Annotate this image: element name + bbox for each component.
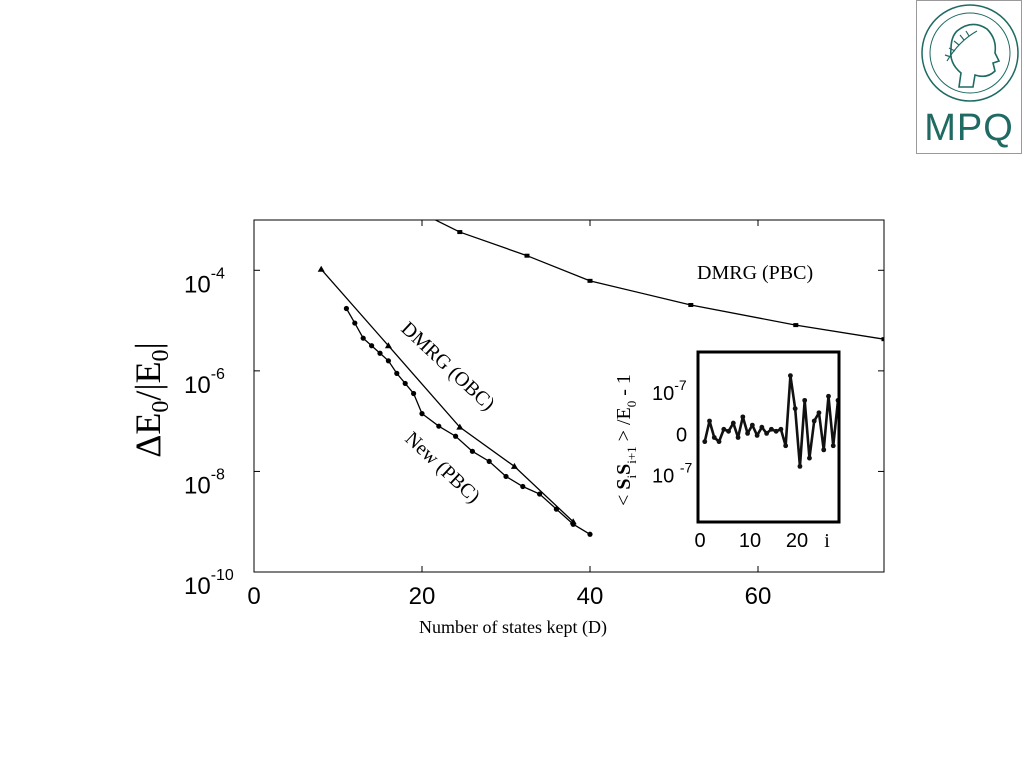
inset-data-point xyxy=(730,420,736,426)
main-series xyxy=(317,215,884,537)
inset-data-point xyxy=(826,393,831,399)
data-point xyxy=(377,350,383,356)
inset-y-ticks: 10-7 0 10 -7 xyxy=(652,377,692,488)
inset-data-point xyxy=(726,428,731,434)
series-label-dmrg-pbc: DMRG (PBC) xyxy=(697,262,813,284)
y-tick-label: 10-4 xyxy=(184,265,225,298)
main-x-ticks: 0 20 40 60 xyxy=(247,220,771,610)
inset-frame xyxy=(696,350,841,524)
inset-background xyxy=(697,352,839,522)
mpq-logo-emblem-icon xyxy=(921,4,1019,102)
data-point xyxy=(411,390,417,397)
data-point xyxy=(436,423,442,429)
inset-data-point xyxy=(778,426,784,432)
inset-data-point xyxy=(745,430,750,436)
data-point xyxy=(503,473,509,480)
data-point xyxy=(881,337,884,342)
x-tick-label: 40 xyxy=(577,583,604,610)
inset-data-point xyxy=(721,426,727,432)
data-point xyxy=(402,380,408,387)
series-line-1 xyxy=(434,220,884,340)
inset-data-point xyxy=(773,428,779,434)
inset-data-point xyxy=(716,439,722,445)
data-point xyxy=(385,358,391,364)
inset-data-point xyxy=(764,430,770,436)
inset-y-axis-label: < SiSi+1 > /E0 - 1 xyxy=(613,374,639,506)
inset-data-point xyxy=(740,414,746,420)
inset-data-point xyxy=(735,435,741,440)
inset-y-tick-label: 10-7 xyxy=(652,377,687,405)
data-point xyxy=(524,253,530,258)
inset-data-point xyxy=(749,422,755,428)
data-point xyxy=(793,323,799,328)
data-point xyxy=(456,423,464,430)
data-point xyxy=(419,411,425,417)
series-label-new-pbc: New (PBC) xyxy=(401,428,485,508)
data-point xyxy=(428,215,433,219)
inset-data-point xyxy=(830,443,836,449)
inset-x-ticks: 0 10 20 xyxy=(694,530,808,552)
data-point xyxy=(360,335,366,341)
data-point xyxy=(317,265,325,272)
x-tick-label: 0 xyxy=(247,583,260,610)
inset-data-point xyxy=(807,455,812,461)
inset-data-point xyxy=(711,435,717,440)
data-point xyxy=(369,343,375,349)
inset-x-tick-label: 20 xyxy=(786,530,808,552)
inset-data-point xyxy=(792,406,798,412)
x-tick-label: 60 xyxy=(745,583,772,610)
data-point xyxy=(688,302,694,307)
data-point xyxy=(537,491,543,497)
x-axis-label: Number of states kept (D) xyxy=(419,617,607,638)
data-point xyxy=(469,448,475,454)
data-point xyxy=(486,458,492,464)
svg-text:ΔE0/|E0|: ΔE0/|E0| xyxy=(128,342,174,458)
main-y-ticks: 10-4 10-6 10-8 10-10 xyxy=(184,265,884,600)
data-point xyxy=(343,305,349,312)
series-label-dmrg-obc: DMRG (OBC) xyxy=(397,318,499,416)
inset-data-point xyxy=(816,410,822,416)
mpq-logo-text: MPQ xyxy=(924,107,1014,149)
y-tick-label: 10-10 xyxy=(184,567,234,600)
data-point xyxy=(570,521,576,527)
inset-data-point xyxy=(821,447,827,453)
data-point xyxy=(453,433,459,439)
inset-x-tick-label: 0 xyxy=(694,530,705,552)
data-point xyxy=(587,278,593,283)
inset-data-point xyxy=(788,373,793,379)
inset-data-point xyxy=(802,397,808,403)
y-tick-label: 10-8 xyxy=(184,466,225,499)
inset-x-tick-label: 10 xyxy=(739,530,761,552)
data-point xyxy=(384,342,392,349)
data-point xyxy=(520,483,526,490)
y-tick-label: 10-6 xyxy=(184,366,225,399)
inset-x-axis-label: i xyxy=(824,530,830,552)
inset-data-point xyxy=(783,443,789,449)
y-axis-label: ΔE0/|E0| xyxy=(128,342,174,458)
data-point xyxy=(457,230,463,235)
svg-text:< SiSi+1 > /E0 - 1: < SiSi+1 > /E0 - 1 xyxy=(613,374,639,506)
inset-data-point xyxy=(759,424,765,430)
mpq-logo: MPQ xyxy=(916,0,1022,154)
inset-data-point xyxy=(702,439,708,445)
main-plot-frame xyxy=(253,219,885,573)
inset-series xyxy=(702,373,841,469)
x-tick-label: 20 xyxy=(409,583,436,610)
data-point xyxy=(510,462,518,469)
inset-data-point xyxy=(768,426,774,432)
inset-y-tick-label: 10 -7 xyxy=(652,460,692,488)
inset-data-point xyxy=(707,418,712,424)
inset-data-point xyxy=(754,433,760,438)
data-point xyxy=(587,531,593,537)
inset-data-point xyxy=(811,418,817,424)
inset-data-point xyxy=(797,463,803,469)
data-point xyxy=(553,506,560,512)
data-point xyxy=(352,320,358,326)
inset-y-tick-label: 0 xyxy=(676,424,687,446)
data-point xyxy=(394,370,400,376)
